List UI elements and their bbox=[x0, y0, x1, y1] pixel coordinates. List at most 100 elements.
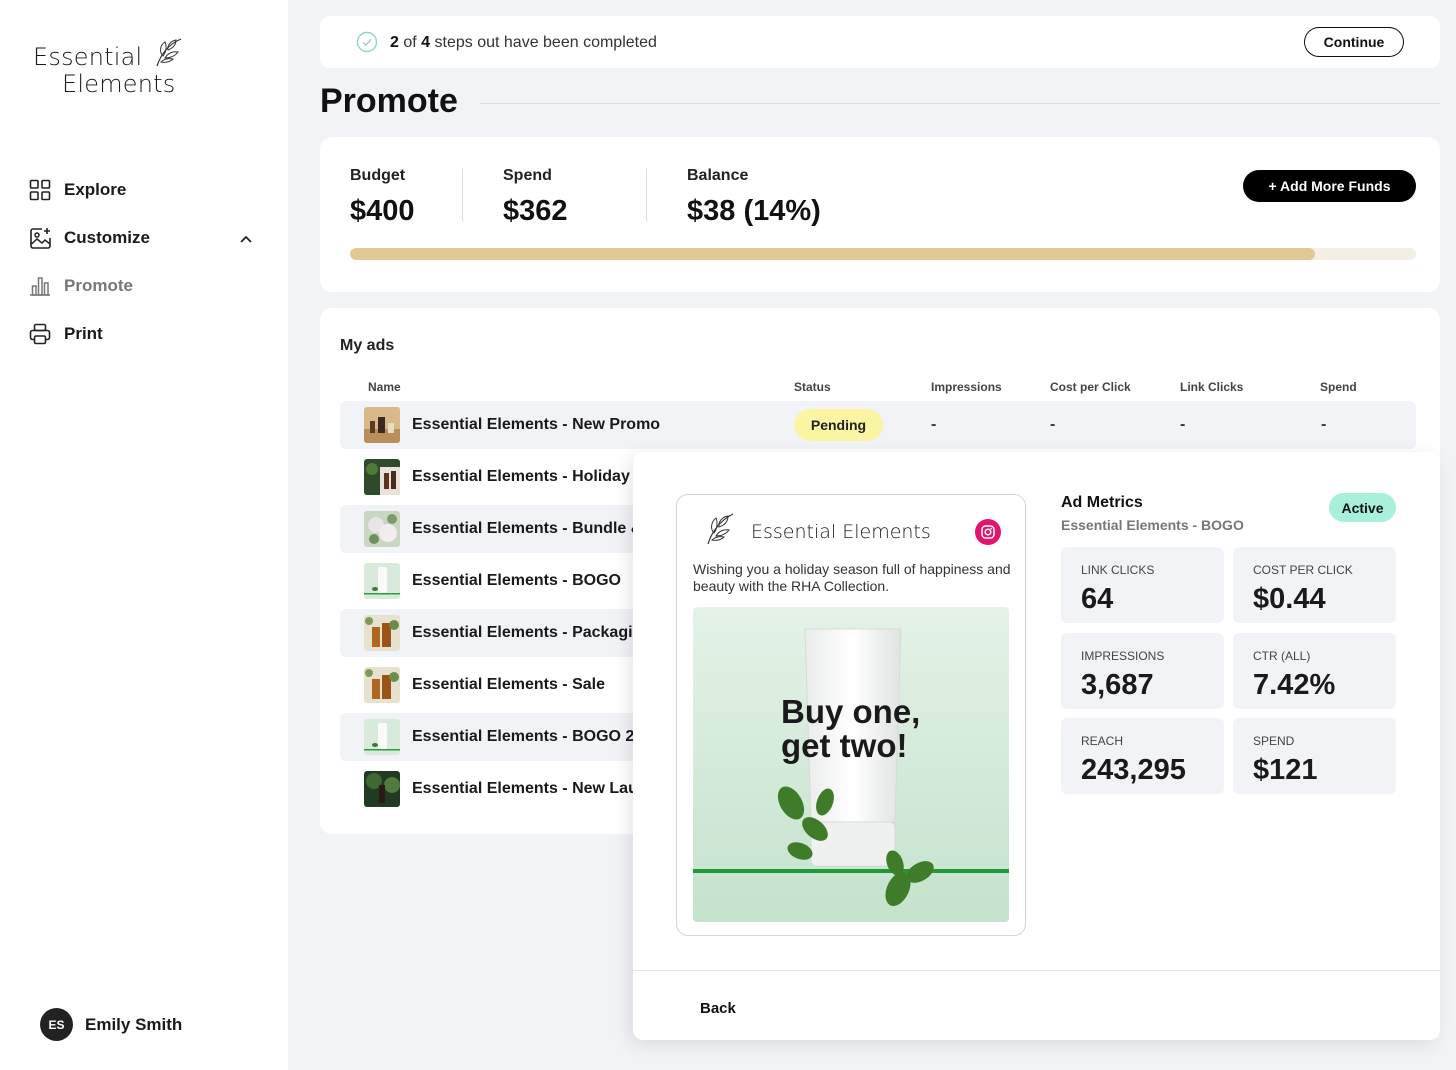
metric-value: $121 bbox=[1253, 754, 1318, 786]
steps-suffix: steps out have been completed bbox=[434, 34, 657, 51]
metric-label: REACH bbox=[1081, 734, 1124, 748]
ad-thumbnail bbox=[364, 407, 400, 443]
budget-progress-fill bbox=[350, 248, 1315, 260]
ad-creative-image: Buy one, get two! bbox=[693, 607, 1009, 922]
leaf-icon bbox=[707, 513, 734, 545]
ad-thumbnail bbox=[364, 563, 400, 599]
spend-stat: Spend $362 bbox=[503, 167, 568, 228]
avatar: ES bbox=[40, 1008, 73, 1041]
ad-preview-card: Essential Elements Wishing you a holiday… bbox=[676, 494, 1026, 936]
status-badge: Active bbox=[1329, 493, 1396, 522]
column-header-spend[interactable]: Spend bbox=[1320, 380, 1357, 394]
instagram-icon[interactable] bbox=[975, 519, 1001, 545]
check-circle-icon bbox=[356, 31, 378, 53]
column-header-link-clicks[interactable]: Link Clicks bbox=[1180, 380, 1244, 394]
metric-label: LINK CLICKS bbox=[1081, 563, 1155, 577]
brand-name-line2: Elements bbox=[62, 70, 176, 98]
ad-name: Essential Elements - New Lau bbox=[412, 780, 638, 797]
ad-name: Essential Elements - BOGO bbox=[412, 572, 621, 589]
metric-card-link-clicks: LINK CLICKS 64 bbox=[1061, 547, 1224, 623]
stat-divider bbox=[646, 169, 647, 221]
ad-metrics-subtitle: Essential Elements - BOGO bbox=[1061, 517, 1244, 533]
table-row[interactable]: Essential Elements - New Lau bbox=[340, 765, 1416, 813]
ad-name: Essential Elements - BOGO 2 bbox=[412, 728, 635, 745]
metric-card-spend: SPEND $121 bbox=[1233, 718, 1396, 794]
back-button[interactable]: Back bbox=[700, 1000, 736, 1017]
column-header-impressions[interactable]: Impressions bbox=[931, 380, 1002, 394]
ad-headline-line1: Buy one, bbox=[781, 693, 921, 730]
metric-label: IMPRESSIONS bbox=[1081, 649, 1165, 663]
ad-headline: Buy one, get two! bbox=[781, 695, 920, 763]
metric-card-cost-per-click: COST PER CLICK $0.44 bbox=[1233, 547, 1396, 623]
steps-of-word: of bbox=[403, 34, 417, 51]
nav-item-promote[interactable]: Promote bbox=[28, 262, 260, 310]
table-row[interactable]: Essential Elements - New Promo Pending -… bbox=[340, 401, 1416, 449]
metric-value: $0.44 bbox=[1253, 583, 1326, 615]
grid-icon bbox=[28, 178, 52, 202]
nav-item-explore[interactable]: Explore bbox=[28, 166, 260, 214]
image-edit-icon bbox=[28, 226, 52, 250]
panel-footer-divider bbox=[633, 970, 1440, 971]
nav-item-customize[interactable]: Customize bbox=[28, 214, 260, 262]
impressions-cell: - bbox=[931, 416, 937, 433]
nav-label-explore: Explore bbox=[64, 180, 127, 199]
ad-headline-line2: get two! bbox=[781, 727, 908, 764]
metric-label: CTR (ALL) bbox=[1253, 649, 1311, 663]
spend-cell: - bbox=[1321, 416, 1327, 433]
metric-card-reach: REACH 243,295 bbox=[1061, 718, 1224, 794]
user-name: Emily Smith bbox=[85, 1014, 183, 1034]
metric-card-impressions: IMPRESSIONS 3,687 bbox=[1061, 633, 1224, 709]
steps-done-count: 2 bbox=[390, 34, 399, 51]
nav-label-print: Print bbox=[64, 324, 103, 343]
spend-label: Spend bbox=[503, 167, 552, 184]
page-title: Promote bbox=[320, 82, 458, 120]
table-row[interactable]: Essential Elements - BOGO bbox=[340, 557, 1416, 605]
brand-logo[interactable]: Essential Elements bbox=[33, 36, 193, 106]
nav-label-promote: Promote bbox=[64, 276, 133, 295]
stat-divider bbox=[462, 169, 463, 221]
ad-name: Essential Elements - New Promo bbox=[412, 416, 661, 433]
metric-value: 7.42% bbox=[1253, 669, 1336, 701]
ad-thumbnail bbox=[364, 511, 400, 547]
ad-thumbnail bbox=[364, 719, 400, 755]
balance-label: Balance bbox=[687, 167, 749, 184]
metric-value: 243,295 bbox=[1081, 754, 1186, 786]
my-ads-title: My ads bbox=[340, 337, 395, 354]
balance-value: $38 (14%) bbox=[687, 195, 821, 227]
brand-name: Essential Elements bbox=[33, 44, 175, 98]
continue-button[interactable]: Continue bbox=[1304, 27, 1404, 57]
table-row[interactable]: Essential Elements - Sale bbox=[340, 661, 1416, 709]
table-row[interactable]: Essential Elements - Holiday bbox=[340, 453, 1416, 501]
metric-value: 64 bbox=[1081, 583, 1114, 615]
main-nav: Explore Customize Promote Print bbox=[28, 166, 260, 358]
budget-value: $400 bbox=[350, 195, 415, 227]
chevron-up-icon[interactable] bbox=[240, 228, 252, 248]
budget-label: Budget bbox=[350, 167, 406, 184]
ad-name: Essential Elements - Sale bbox=[412, 676, 605, 693]
ad-name: Essential Elements - Holiday bbox=[412, 468, 630, 485]
sidebar: Essential Elements Explore Customize bbox=[0, 0, 288, 1070]
column-header-name[interactable]: Name bbox=[368, 380, 401, 394]
link-clicks-cell: - bbox=[1180, 416, 1186, 433]
onboarding-steps-bar: 2 of 4 steps out have been completed Con… bbox=[320, 16, 1440, 68]
post-brand-name: Essential Elements bbox=[751, 521, 931, 543]
user-profile[interactable]: ES Emily Smith bbox=[40, 1008, 182, 1041]
spend-value: $362 bbox=[503, 195, 568, 227]
budget-stat: Budget $400 bbox=[350, 167, 415, 228]
printer-icon bbox=[28, 322, 52, 346]
status-badge: Pending bbox=[794, 409, 883, 441]
nav-item-print[interactable]: Print bbox=[28, 310, 260, 358]
budget-card: Budget $400 Spend $362 Balance $38 (14%)… bbox=[320, 137, 1440, 292]
ad-thumbnail bbox=[364, 615, 400, 651]
add-more-funds-button[interactable]: + Add More Funds bbox=[1243, 170, 1416, 202]
steps-total-count: 4 bbox=[421, 34, 431, 51]
leaf-icon bbox=[156, 38, 182, 67]
metric-label: SPEND bbox=[1253, 734, 1295, 748]
post-caption: Wishing you a holiday season full of hap… bbox=[693, 561, 1011, 594]
balance-stat: Balance $38 (14%) bbox=[687, 167, 821, 228]
column-header-status[interactable]: Status bbox=[794, 380, 831, 394]
ad-detail-panel: Essential Elements Wishing you a holiday… bbox=[633, 452, 1440, 1040]
ad-name: Essential Elements - Bundle & bbox=[412, 520, 643, 537]
metric-value: 3,687 bbox=[1081, 669, 1154, 701]
column-header-cost-per-click[interactable]: Cost per Click bbox=[1050, 380, 1131, 394]
